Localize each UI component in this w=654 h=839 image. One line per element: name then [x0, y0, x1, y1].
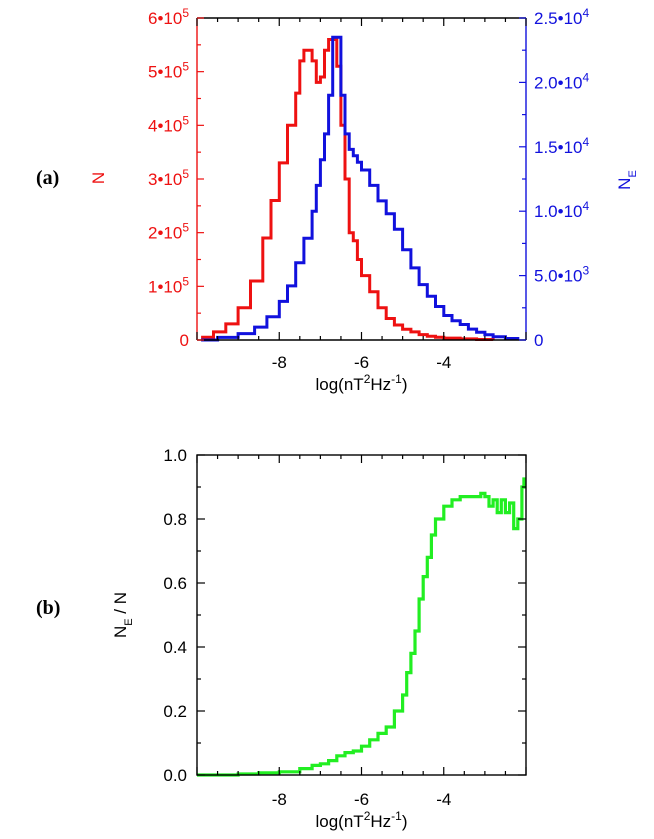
x-axis-label: log(nT2Hz-1) — [316, 372, 408, 394]
y-tick-label: 0.2 — [163, 702, 187, 721]
y-right-tick-label: 2.5•104 — [534, 6, 590, 28]
series-ratio-line — [197, 477, 526, 777]
series-ne-line — [201, 35, 520, 342]
y-right-tick-label: 0 — [534, 331, 543, 350]
series-n-line — [201, 38, 495, 341]
y-right-tick-label: 5.0•103 — [534, 264, 590, 286]
y-tick-label: 0.6 — [163, 574, 187, 593]
plot-frame — [196, 454, 527, 776]
y-right-tick-label: 1.5•104 — [534, 135, 590, 157]
panel-a-label: (a) — [36, 167, 59, 189]
y-left-tick-label: 5•105 — [148, 60, 189, 82]
y-left-tick-label: 0 — [180, 331, 189, 350]
y-left-tick-label: 2•105 — [148, 221, 189, 243]
panel-b-label: (b) — [36, 597, 60, 619]
y-left-tick-label: 3•105 — [148, 167, 189, 189]
x-tick-label: -8 — [272, 353, 287, 372]
y-left-tick-label: 6•105 — [148, 6, 189, 28]
panel-a: (a) -8 -6 -4 log(nT2Hz-1) 0 1•105 2•105 3•105 4•… — [36, 6, 639, 394]
x-tick-label: -4 — [436, 353, 451, 372]
y-tick-label: 0.0 — [163, 766, 187, 785]
x-tick-label: -6 — [354, 353, 369, 372]
x-tick-label: -6 — [354, 790, 369, 809]
x-tick-label: -4 — [436, 790, 451, 809]
y-tick-label: 0.8 — [163, 510, 187, 529]
y-right-tick-label: 2.0•104 — [534, 70, 590, 92]
y-axis-label: NE / N — [111, 592, 135, 638]
y-left-tick-label: 1•105 — [148, 274, 189, 296]
panel-b: (b) -8 -6 -4 log(nT2Hz-1) 0.0 0.2 0.4 0.6 0.8 1.0… — [36, 446, 527, 831]
x-tick-label: -8 — [272, 790, 287, 809]
y-right-axis-label: NE — [615, 170, 639, 190]
y-tick-label: 1.0 — [163, 446, 187, 465]
y-right-tick-label: 1.0•104 — [534, 199, 590, 221]
y-left-tick-label: 4•105 — [148, 113, 189, 135]
x-axis-label: log(nT2Hz-1) — [316, 809, 408, 831]
y-left-axis-label: N — [89, 172, 108, 184]
y-tick-label: 0.4 — [163, 638, 187, 657]
